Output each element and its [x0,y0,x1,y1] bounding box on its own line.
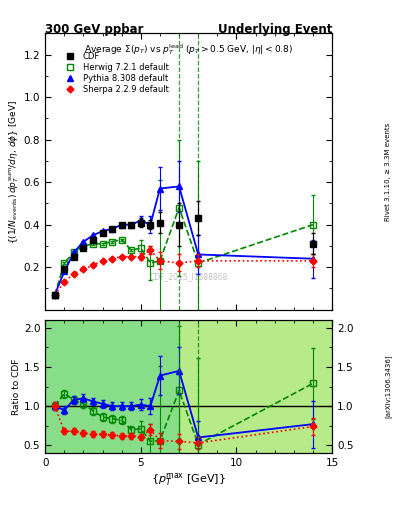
Legend: CDF, Herwig 7.2.1 default, Pythia 8.308 default, Sherpa 2.2.9 default: CDF, Herwig 7.2.1 default, Pythia 8.308 … [58,49,172,97]
Pythia 8.308 default [119,222,124,228]
Herwig 7.2.1 default [310,222,315,228]
Herwig 7.2.1 default [91,241,95,247]
Herwig 7.2.1 default [119,237,124,243]
CDF [138,220,143,226]
CDF [52,292,57,298]
Herwig 7.2.1 default [100,241,105,247]
Herwig 7.2.1 default [158,258,162,264]
Herwig 7.2.1 default [148,260,153,266]
Bar [45,320,179,453]
Y-axis label: Ratio to CDF: Ratio to CDF [12,358,21,415]
CDF [129,222,134,228]
Text: 300 GeV ppbar: 300 GeV ppbar [45,23,144,36]
Sherpa 2.2.9 default [91,262,95,268]
Sherpa 2.2.9 default [148,247,153,253]
Pythia 8.308 default [196,251,200,258]
Pythia 8.308 default [52,292,57,298]
Pythia 8.308 default [148,222,153,228]
Sherpa 2.2.9 default [129,253,134,260]
Bar [179,320,332,453]
CDF [110,226,114,232]
Line: Sherpa 2.2.9 default: Sherpa 2.2.9 default [52,248,316,297]
Sherpa 2.2.9 default [310,258,315,264]
Pythia 8.308 default [100,228,105,234]
CDF [81,245,86,251]
Herwig 7.2.1 default [177,205,182,211]
Text: [arXiv:1306.3436]: [arXiv:1306.3436] [384,355,391,418]
Pythia 8.308 default [91,232,95,239]
Pythia 8.308 default [72,249,76,255]
CDF [148,222,153,228]
Sherpa 2.2.9 default [119,253,124,260]
CDF [91,237,95,243]
Sherpa 2.2.9 default [72,270,76,276]
Sherpa 2.2.9 default [52,292,57,298]
CDF [119,222,124,228]
Pythia 8.308 default [310,255,315,262]
Herwig 7.2.1 default [81,243,86,249]
Text: Rivet 3.1.10, ≥ 3.3M events: Rivet 3.1.10, ≥ 3.3M events [385,122,391,221]
Text: Underlying Event: Underlying Event [218,23,332,36]
Pythia 8.308 default [62,268,67,274]
Line: CDF: CDF [51,215,316,298]
Line: Pythia 8.308 default: Pythia 8.308 default [51,183,316,298]
X-axis label: $\{p_T^\mathrm{max}$ [GeV]$\}$: $\{p_T^\mathrm{max}$ [GeV]$\}$ [151,471,226,488]
CDF [177,222,182,228]
Herwig 7.2.1 default [52,292,57,298]
Pythia 8.308 default [138,218,143,224]
Text: CDF_2015_I1388868: CDF_2015_I1388868 [149,272,228,281]
Pythia 8.308 default [110,226,114,232]
Pythia 8.308 default [158,185,162,191]
CDF [196,215,200,221]
CDF [100,230,105,236]
CDF [158,220,162,226]
Herwig 7.2.1 default [196,260,200,266]
CDF [62,266,67,272]
Sherpa 2.2.9 default [158,258,162,264]
Herwig 7.2.1 default [129,247,134,253]
Pythia 8.308 default [81,239,86,245]
CDF [72,253,76,260]
Sherpa 2.2.9 default [81,266,86,272]
CDF [310,241,315,247]
Line: Herwig 7.2.1 default: Herwig 7.2.1 default [51,205,316,298]
Sherpa 2.2.9 default [177,260,182,266]
Text: Average $\Sigma(p_T)$ vs $p_T^{\mathrm{lead}}$ ($p_T > 0.5$ GeV, $|\eta| < 0.8$): Average $\Sigma(p_T)$ vs $p_T^{\mathrm{l… [84,41,293,56]
Pythia 8.308 default [129,222,134,228]
Sherpa 2.2.9 default [196,258,200,264]
Y-axis label: $\{(1/N_\mathrm{events})\, dp_T^\mathrm{sum}/d\eta,\, d\phi\}$ [GeV]: $\{(1/N_\mathrm{events})\, dp_T^\mathrm{… [7,99,21,244]
Sherpa 2.2.9 default [138,253,143,260]
Sherpa 2.2.9 default [62,279,67,285]
Sherpa 2.2.9 default [110,255,114,262]
Herwig 7.2.1 default [72,249,76,255]
Herwig 7.2.1 default [110,239,114,245]
Herwig 7.2.1 default [62,260,67,266]
Sherpa 2.2.9 default [100,258,105,264]
Herwig 7.2.1 default [138,245,143,251]
Pythia 8.308 default [177,183,182,189]
